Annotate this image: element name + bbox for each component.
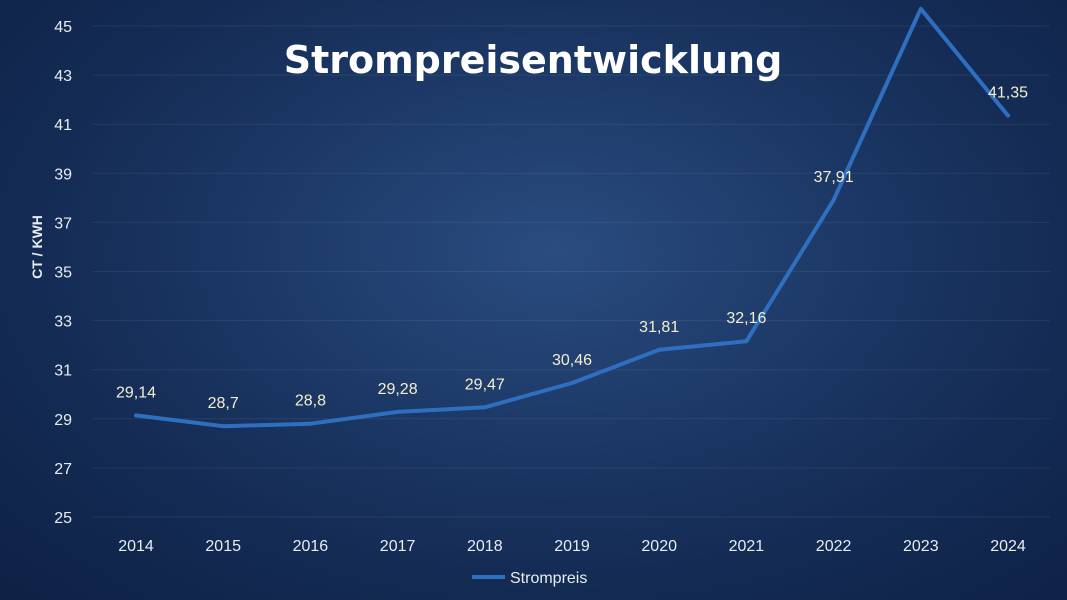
data-label: 29,14 xyxy=(116,384,156,401)
data-label: 28,7 xyxy=(208,395,239,412)
chart-title: Strompreisentwicklung xyxy=(284,38,783,82)
series-group xyxy=(134,6,1010,429)
data-label: 41,35 xyxy=(988,85,1028,102)
y-tick-label: 39 xyxy=(54,166,72,183)
data-label: 37,91 xyxy=(814,169,854,186)
y-tick-label: 37 xyxy=(54,215,72,232)
legend-label: Strompreis xyxy=(510,570,587,587)
x-tick-label: 2023 xyxy=(903,538,939,555)
x-tick-label: 2024 xyxy=(990,538,1026,555)
y-axis-ticks: 25 27 29 31 33 35 37 39 41 43 45 xyxy=(54,19,72,527)
y-tick-label: 33 xyxy=(54,314,72,331)
data-label: 32,16 xyxy=(726,310,766,327)
x-tick-label: 2019 xyxy=(554,538,590,555)
data-labels: 29,14 28,7 28,8 29,28 29,47 30,46 31,81 32,16 37… xyxy=(116,85,1028,413)
y-tick-label: 29 xyxy=(54,412,72,429)
legend: Strompreis xyxy=(472,570,587,587)
x-tick-label: 2020 xyxy=(641,538,677,555)
x-tick-label: 2018 xyxy=(467,538,503,555)
data-label: 30,46 xyxy=(552,352,592,369)
y-tick-label: 25 xyxy=(54,510,72,527)
x-axis-ticks: 2014 2015 2016 2017 2018 2019 2020 2021 2022 2023… xyxy=(118,538,1026,555)
data-label: 28,8 xyxy=(295,393,326,410)
data-label: 29,28 xyxy=(378,381,418,398)
x-tick-label: 2014 xyxy=(118,538,154,555)
x-tick-label: 2022 xyxy=(816,538,852,555)
y-tick-label: 45 xyxy=(54,19,72,36)
series-line-strompreis xyxy=(134,6,1010,429)
grid-lines xyxy=(92,25,1050,518)
y-tick-label: 41 xyxy=(54,117,72,134)
x-tick-label: 2016 xyxy=(293,538,329,555)
x-tick-label: 2017 xyxy=(380,538,416,555)
y-tick-label: 35 xyxy=(54,265,72,282)
x-tick-label: 2015 xyxy=(205,538,241,555)
y-tick-label: 43 xyxy=(54,68,72,85)
data-label: 31,81 xyxy=(639,319,679,336)
y-tick-label: 27 xyxy=(54,461,72,478)
x-tick-label: 2021 xyxy=(729,538,765,555)
y-tick-label: 31 xyxy=(54,363,72,380)
data-label: 29,47 xyxy=(465,376,505,393)
y-axis-label: CT / KWH xyxy=(29,215,45,279)
